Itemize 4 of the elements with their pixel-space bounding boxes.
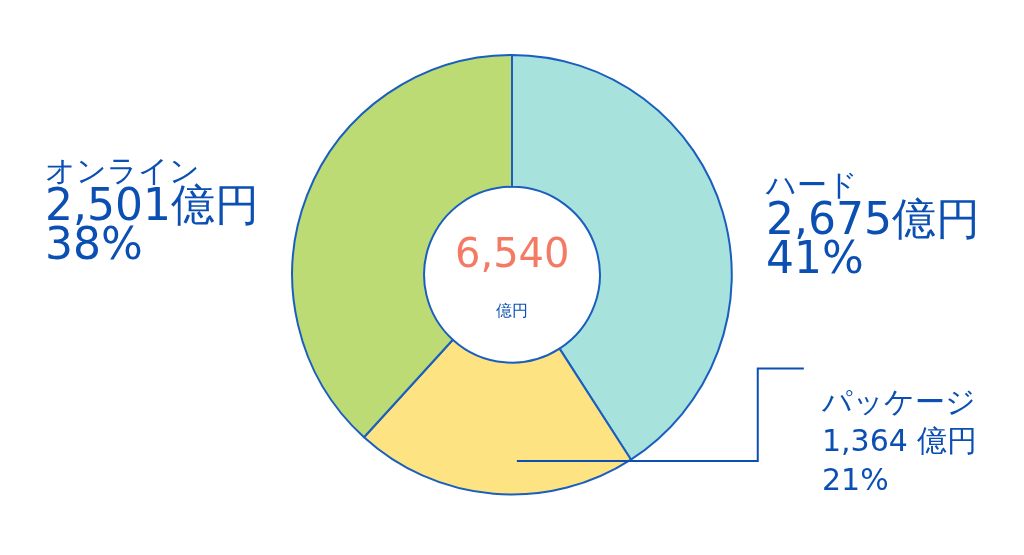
slice-label: パッケージ bbox=[821, 384, 976, 419]
text: 億円 bbox=[496, 301, 528, 320]
data-label: 1,364 億円 21% bbox=[822, 423, 978, 497]
text: 6,540 bbox=[455, 230, 570, 276]
